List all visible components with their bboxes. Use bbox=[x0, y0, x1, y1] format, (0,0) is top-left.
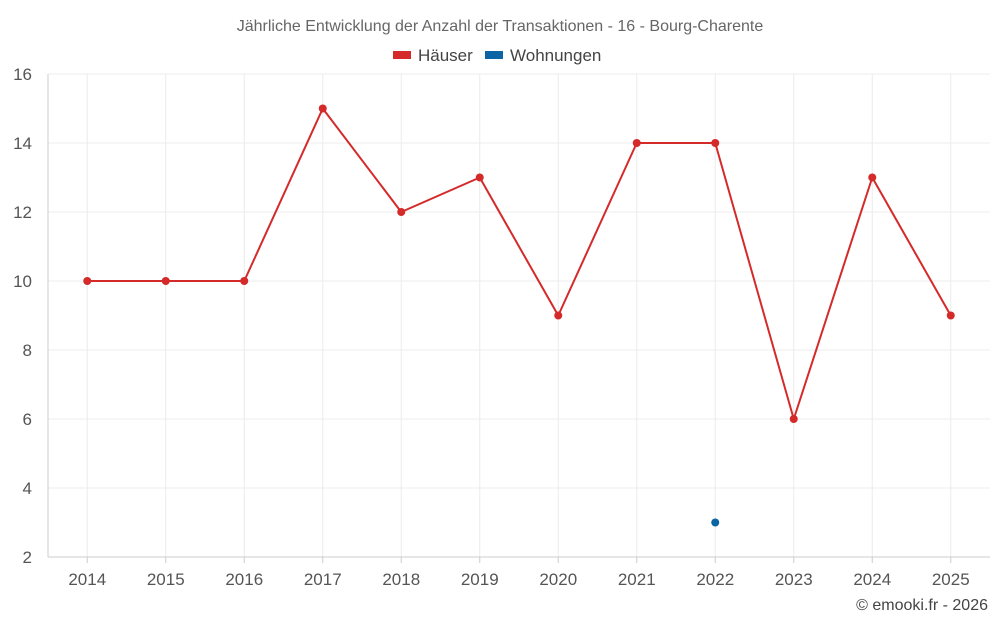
series-layer bbox=[83, 104, 955, 527]
legend-item-hauser[interactable]: Häuser bbox=[393, 46, 473, 65]
data-point-wohnungen[interactable] bbox=[711, 518, 720, 527]
legend-swatch-hauser bbox=[393, 51, 411, 59]
y-tick-label: 2 bbox=[23, 548, 32, 567]
data-point-hauser[interactable] bbox=[789, 415, 798, 423]
data-point-hauser[interactable] bbox=[83, 277, 92, 285]
credit-text: © emooki.fr - 2026 bbox=[856, 597, 988, 614]
series-line-hauser bbox=[87, 107, 952, 420]
y-tick-label: 4 bbox=[23, 479, 32, 498]
data-point-hauser[interactable] bbox=[711, 139, 720, 147]
data-point-hauser[interactable] bbox=[397, 208, 406, 216]
x-axis-ticks: 2014 2015 2016 2017 2018 2019 2020 2021 2022 2023… bbox=[68, 557, 970, 589]
legend: Häuser Wohnungen bbox=[393, 46, 601, 65]
data-point-hauser[interactable] bbox=[554, 311, 563, 320]
data-point-hauser[interactable] bbox=[946, 311, 955, 320]
x-tick-label: 2024 bbox=[853, 570, 891, 589]
data-point-hauser[interactable] bbox=[632, 139, 641, 147]
x-tick-label: 2019 bbox=[461, 570, 499, 589]
legend-label-wohnungen: Wohnungen bbox=[510, 46, 601, 65]
y-tick-label: 10 bbox=[13, 272, 32, 291]
data-point-hauser[interactable] bbox=[868, 173, 877, 182]
y-tick-label: 14 bbox=[13, 134, 32, 153]
x-tick-label: 2018 bbox=[382, 570, 420, 589]
y-tick-label: 16 bbox=[13, 65, 32, 84]
x-tick-label: 2014 bbox=[68, 570, 106, 589]
legend-item-wohnungen[interactable]: Wohnungen bbox=[485, 46, 601, 65]
x-tick-label: 2015 bbox=[147, 570, 185, 589]
x-tick-label: 2016 bbox=[225, 570, 263, 589]
y-tick-label: 8 bbox=[23, 341, 32, 360]
x-tick-label: 2022 bbox=[696, 570, 734, 589]
x-tick-label: 2020 bbox=[539, 570, 577, 589]
data-point-hauser[interactable] bbox=[161, 277, 170, 285]
y-tick-label: 12 bbox=[13, 203, 32, 222]
y-axis-ticks: 2 4 6 8 10 12 14 16 bbox=[13, 65, 32, 567]
x-tick-label: 2021 bbox=[618, 570, 656, 589]
data-point-hauser[interactable] bbox=[475, 173, 484, 182]
data-point-hauser[interactable] bbox=[318, 104, 327, 113]
y-tick-label: 6 bbox=[23, 410, 32, 429]
x-tick-label: 2017 bbox=[304, 570, 342, 589]
chart-title: Jährliche Entwicklung der Anzahl der Tra… bbox=[237, 18, 764, 35]
x-tick-label: 2023 bbox=[775, 570, 813, 589]
x-tick-label: 2025 bbox=[932, 570, 970, 589]
grid bbox=[47, 73, 990, 558]
data-point-hauser[interactable] bbox=[240, 277, 249, 285]
legend-swatch-wohnungen bbox=[485, 51, 503, 59]
legend-label-hauser: Häuser bbox=[418, 46, 473, 65]
